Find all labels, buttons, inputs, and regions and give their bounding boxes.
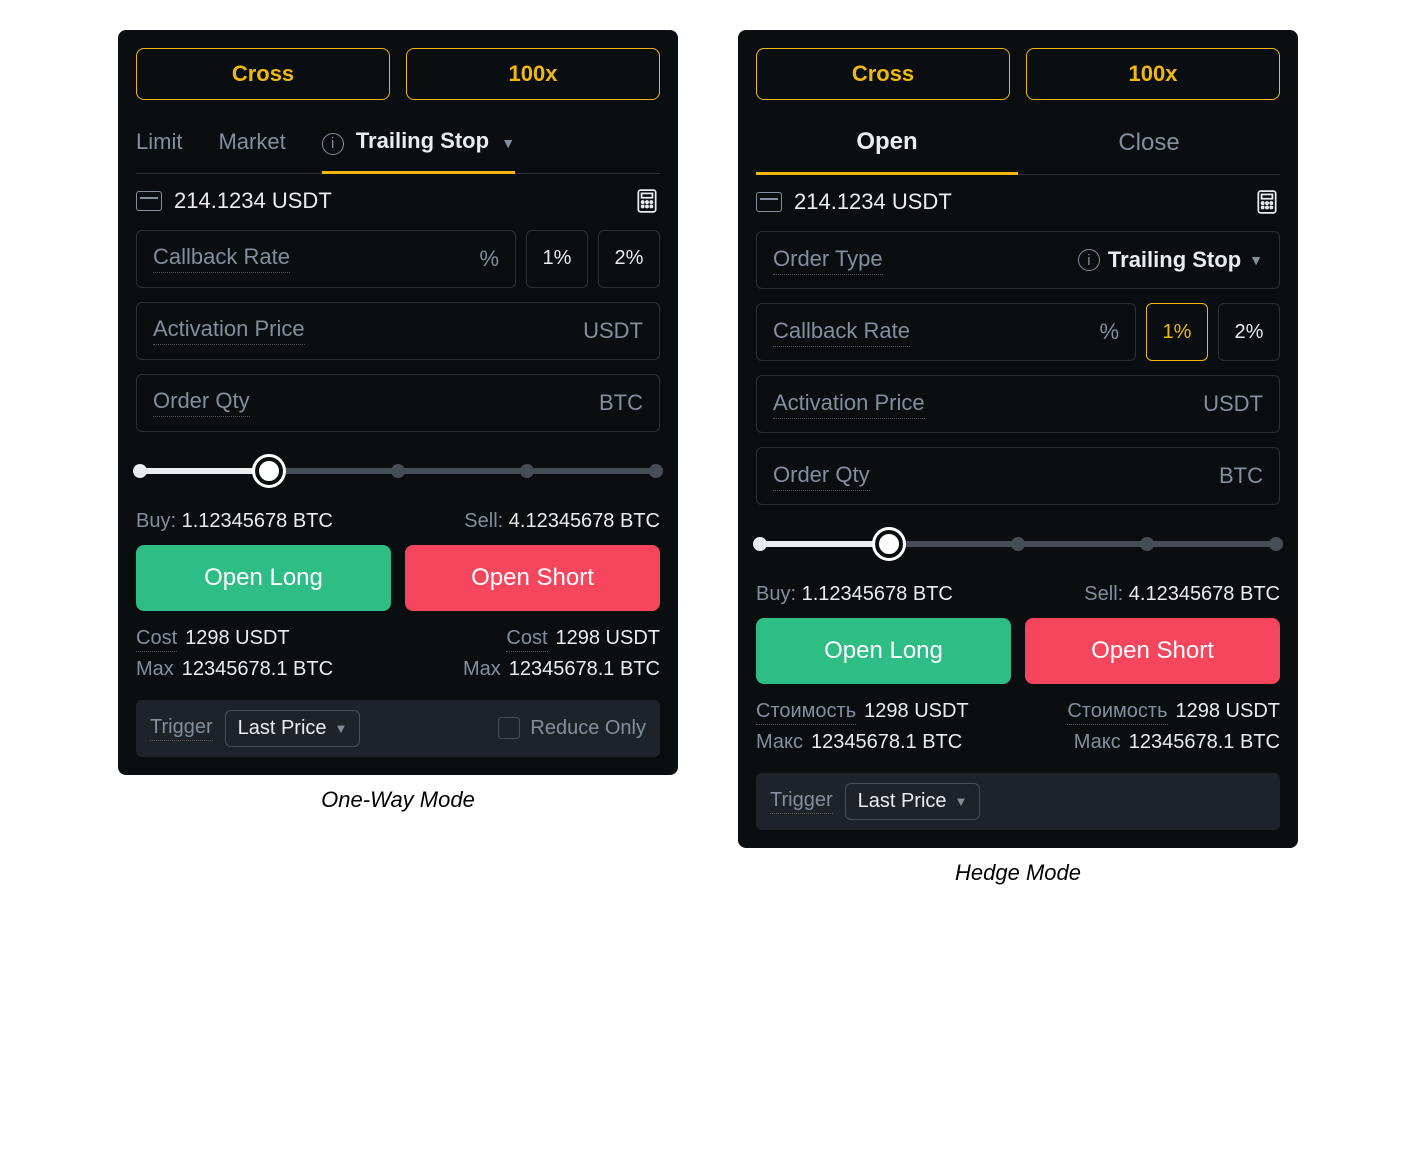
- max-label: Макс: [1074, 731, 1121, 755]
- field-unit: %: [479, 246, 499, 272]
- order-qty-input[interactable]: Order Qty BTC: [136, 374, 660, 432]
- order-qty-input[interactable]: Order Qty BTC: [756, 447, 1280, 505]
- leverage-button[interactable]: 100x: [1026, 48, 1280, 100]
- open-long-button[interactable]: Open Long: [136, 545, 391, 611]
- max-value: 12345678.1 BTC: [509, 658, 660, 681]
- tab-market[interactable]: Market: [218, 117, 285, 171]
- max-value: 12345678.1 BTC: [811, 731, 962, 754]
- order-type-select[interactable]: Order Type i Trailing Stop ▼: [756, 231, 1280, 289]
- activation-price-input[interactable]: Activation Price USDT: [756, 375, 1280, 433]
- trigger-label: Trigger: [770, 789, 833, 814]
- buy-value: 1.12345678 BTC: [182, 510, 333, 532]
- callback-chip-2pct[interactable]: 2%: [598, 230, 660, 288]
- info-icon[interactable]: i: [322, 133, 344, 155]
- tab-limit[interactable]: Limit: [136, 117, 182, 171]
- panel-caption: Hedge Mode: [955, 860, 1081, 886]
- info-icon[interactable]: i: [1078, 249, 1100, 271]
- field-unit: %: [1099, 319, 1119, 345]
- qty-slider[interactable]: [140, 454, 656, 488]
- margin-mode-button[interactable]: Cross: [756, 48, 1010, 100]
- cost-value: 1298 USDT: [864, 700, 969, 723]
- cost-value: 1298 USDT: [185, 627, 290, 650]
- open-short-button[interactable]: Open Short: [405, 545, 660, 611]
- tab-open[interactable]: Open: [756, 116, 1018, 175]
- leverage-button[interactable]: 100x: [406, 48, 660, 100]
- callback-rate-input[interactable]: Callback Rate %: [756, 303, 1136, 361]
- field-unit: USDT: [1203, 391, 1263, 417]
- margin-mode-button[interactable]: Cross: [136, 48, 390, 100]
- sell-value: 4.12345678 BTC: [1129, 583, 1280, 605]
- qty-slider[interactable]: [760, 527, 1276, 561]
- calculator-icon[interactable]: [1254, 189, 1280, 215]
- field-unit: BTC: [1219, 463, 1263, 489]
- calculator-icon[interactable]: [634, 188, 660, 214]
- sell-label: Sell:: [464, 510, 503, 532]
- callback-chip-2pct[interactable]: 2%: [1218, 303, 1280, 361]
- available-balance: 214.1234 USDT: [794, 189, 952, 215]
- buy-label: Buy:: [756, 583, 796, 605]
- field-unit: BTC: [599, 390, 643, 416]
- tab-trailing-stop[interactable]: i Trailing Stop ▼: [322, 116, 515, 174]
- buy-label: Buy:: [136, 510, 176, 532]
- field-label: Callback Rate: [153, 244, 290, 273]
- slider-knob[interactable]: [875, 530, 903, 558]
- cost-value: 1298 USDT: [556, 627, 661, 650]
- max-label: Max: [136, 658, 174, 682]
- open-long-button[interactable]: Open Long: [756, 618, 1011, 684]
- checkbox-icon: [498, 717, 520, 739]
- field-label: Callback Rate: [773, 318, 910, 347]
- max-label: Max: [463, 658, 501, 682]
- field-label: Activation Price: [153, 316, 305, 345]
- callback-chip-1pct[interactable]: 1%: [526, 230, 588, 288]
- chevron-down-icon: ▼: [501, 135, 515, 151]
- open-short-button[interactable]: Open Short: [1025, 618, 1280, 684]
- cost-label: Cost: [136, 627, 177, 652]
- wallet-icon: [756, 192, 782, 212]
- sell-value: 4.12345678 BTC: [509, 510, 660, 532]
- reduce-only-label: Reduce Only: [530, 717, 646, 740]
- buy-value: 1.12345678 BTC: [802, 583, 953, 605]
- field-label: Activation Price: [773, 390, 925, 419]
- max-value: 12345678.1 BTC: [182, 658, 333, 681]
- wallet-icon: [136, 191, 162, 211]
- trigger-select[interactable]: Last Price ▼: [845, 783, 981, 820]
- order-type-value: Trailing Stop: [1108, 247, 1241, 273]
- cost-label: Cost: [506, 627, 547, 652]
- trigger-value: Last Price: [238, 717, 327, 740]
- activation-price-input[interactable]: Activation Price USDT: [136, 302, 660, 360]
- reduce-only-toggle[interactable]: Reduce Only: [498, 717, 646, 740]
- order-panel-oneway: Cross 100x Limit Market i Trailing Stop …: [118, 30, 678, 775]
- order-panel-hedge: Cross 100x Open Close 214.1234 USDT: [738, 30, 1298, 848]
- field-label: Order Type: [773, 246, 883, 275]
- tab-close[interactable]: Close: [1018, 117, 1280, 173]
- cost-value: 1298 USDT: [1176, 700, 1281, 723]
- panel-caption: One-Way Mode: [321, 787, 475, 813]
- sell-label: Sell:: [1084, 583, 1123, 605]
- max-value: 12345678.1 BTC: [1129, 731, 1280, 754]
- trigger-value: Last Price: [858, 790, 947, 813]
- trigger-select[interactable]: Last Price ▼: [225, 710, 361, 747]
- trigger-label: Trigger: [150, 716, 213, 741]
- tab-label: Trailing Stop: [356, 128, 489, 153]
- available-balance: 214.1234 USDT: [174, 188, 332, 214]
- max-label: Макс: [756, 731, 803, 755]
- callback-chip-1pct[interactable]: 1%: [1146, 303, 1208, 361]
- field-label: Order Qty: [773, 462, 870, 491]
- chevron-down-icon: ▼: [955, 794, 968, 809]
- callback-rate-input[interactable]: Callback Rate %: [136, 230, 516, 288]
- field-label: Order Qty: [153, 388, 250, 417]
- cost-label: Стоимость: [1067, 700, 1167, 725]
- chevron-down-icon: ▼: [335, 721, 348, 736]
- cost-label: Стоимость: [756, 700, 856, 725]
- slider-knob[interactable]: [255, 457, 283, 485]
- field-unit: USDT: [583, 318, 643, 344]
- chevron-down-icon: ▼: [1249, 252, 1263, 268]
